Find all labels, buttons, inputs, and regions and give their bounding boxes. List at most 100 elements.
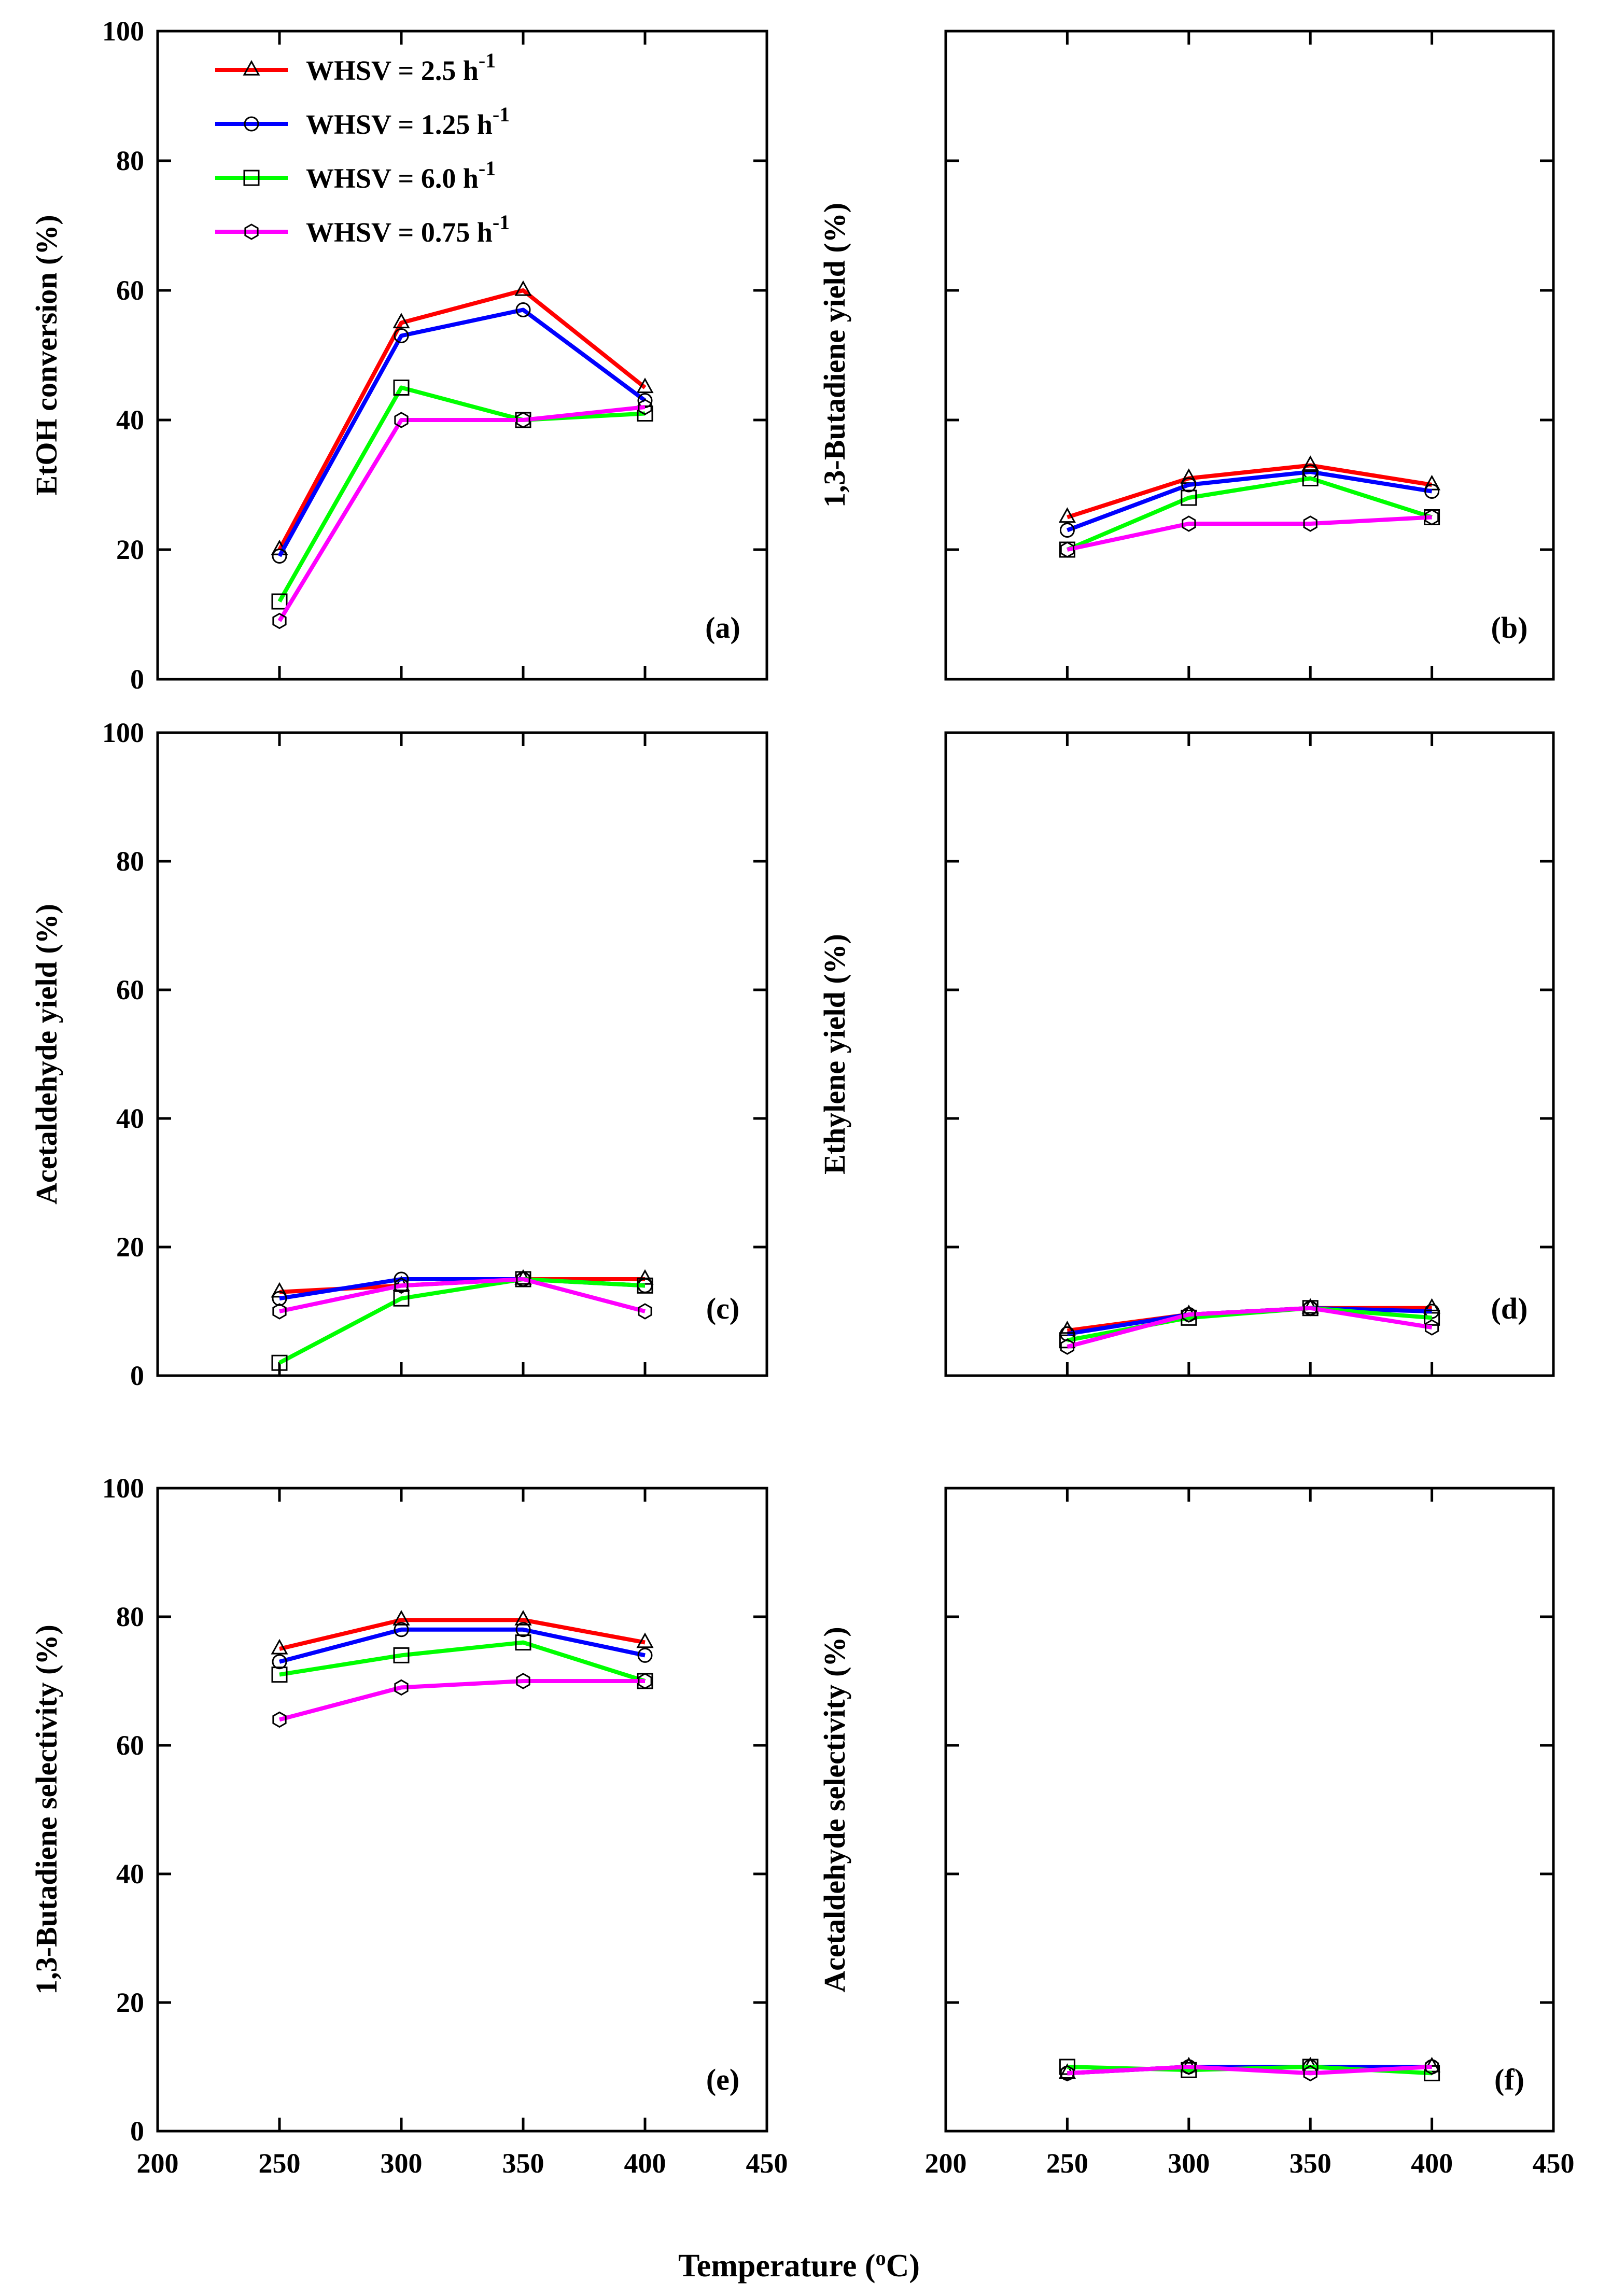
xtick-label-e-400: 400 [624,2148,666,2179]
legend-label-sup-3: -1 [493,211,510,234]
data-point-a-0-2 [514,280,532,296]
data-point-b-1-3 [1424,484,1440,499]
data-point-b-3-3 [1424,509,1439,526]
panel-d: Ethylene yield (%) (d) [818,731,1555,1377]
xtick-label-f-200: 200 [925,2148,967,2179]
data-point-a-1-1 [394,328,409,343]
series-line-b-2 [1066,476,1433,552]
plot-frame-e [156,1487,768,2133]
plot-frame-f [944,1487,1555,2133]
data-point-c-2-3 [637,1277,653,1294]
series-line-a-0 [277,288,647,551]
ytick-label-e-40: 40 [116,1858,144,1889]
ylabel-b: 1,3-Butadiene yield (%) [818,203,851,508]
ytick-label-c-100: 100 [102,717,144,748]
series-line-e-0 [279,1618,646,1651]
legend-marker-1 [244,116,259,132]
ylabel-e: 1,3-Butadiene selectivity (%) [30,1625,63,1995]
data-point-b-3-0 [1060,541,1075,558]
legend-label-sup-2: -1 [479,157,496,180]
plot-frame-d [944,731,1555,1377]
ytick-label-e-0: 0 [130,2116,144,2147]
xtick-label-f-250: 250 [1046,2148,1088,2179]
series-line-a-2 [277,385,646,603]
data-point-a-1-2 [515,302,531,317]
legend-label-text-1: WHSV = 1.25 h [306,109,493,140]
ytick-label-e-80: 80 [116,1601,144,1632]
data-point-a-2-2 [515,412,531,428]
legend-label-text-0: WHSV = 2.5 h [306,55,479,86]
figure-xlabel: Temperature (oC) [678,2246,920,2284]
data-point-b-1-1 [1181,477,1197,493]
legend-label-3: WHSV = 0.75 h-1 [306,211,510,248]
series-line-e-1 [278,1627,646,1664]
series-line-b-3 [1067,515,1432,552]
xtick-label-f-300: 300 [1168,2148,1210,2179]
figure-xlabel-main: Temperature ( [678,2248,876,2284]
ytick-label-a-80: 80 [116,145,144,176]
legend-label-sup-1: -1 [493,103,510,126]
data-point-a-3-3 [638,399,652,415]
data-point-b-2-1 [1181,489,1197,506]
panel-b: 1,3-Butadiene yield (%) (b) [818,30,1555,681]
data-point-e-2-3 [637,1673,653,1689]
panel-tag-f: (f) [1494,2063,1524,2096]
data-point-e-2-0 [271,1667,288,1683]
ytick-label-a-0: 0 [130,664,144,695]
data-point-d-3-2 [1303,1300,1317,1317]
series-line-c-2 [278,1277,646,1365]
ytick-label-c-0: 0 [130,1360,144,1391]
data-point-e-3-2 [516,1673,530,1689]
data-point-d-2-3 [1424,1309,1440,1326]
data-point-e-2-2 [515,1634,531,1651]
xtick-label-e-300: 300 [381,2148,423,2179]
ytick-label-a-20: 20 [116,534,144,565]
panel-a: 0 20 40 60 80 100 EtOH conversion (%) (a) [30,16,768,695]
series-line-f-3 [1067,2065,1432,2076]
data-point-c-3-2 [516,1271,530,1287]
data-point-c-3-1 [394,1277,409,1294]
ytick-label-e-60: 60 [116,1730,144,1761]
ytick-label-e-20: 20 [116,1987,144,2018]
ytick-label-a-40: 40 [116,404,144,436]
data-point-c-2-0 [271,1354,288,1371]
data-point-a-0-3 [636,377,654,394]
plot-frame-c [156,731,768,1377]
data-point-e-3-0 [272,1711,287,1728]
xtick-label-f-450: 450 [1533,2148,1575,2179]
ytick-label-c-20: 20 [116,1231,144,1263]
figure-xlabel-tail: C) [886,2248,920,2284]
data-point-e-0-1 [393,1610,410,1626]
ytick-label-c-60: 60 [116,974,144,1005]
data-point-e-1-0 [272,1654,287,1670]
ylabel-c: Acetaldehyde yield (%) [30,904,63,1205]
data-point-d-3-0 [1060,1338,1075,1355]
data-point-b-2-0 [1059,541,1075,558]
series-line-a-3 [277,405,646,622]
data-point-d-3-3 [1424,1319,1439,1336]
ytick-label-a-60: 60 [116,275,144,306]
data-point-b-2-2 [1302,470,1319,486]
ytick-label-e-100: 100 [102,1473,144,1504]
data-point-a-1-0 [272,549,287,564]
panel-tag-c: (c) [706,1292,739,1325]
data-point-f-3-3 [1424,2059,1439,2075]
series-line-e-3 [278,1679,645,1722]
data-point-f-3-1 [1182,2059,1196,2075]
data-point-e-0-3 [636,1632,654,1648]
ylabel-a: EtOH conversion (%) [30,215,63,495]
data-point-b-1-0 [1059,523,1075,538]
data-point-a-0-1 [393,313,410,329]
xtick-label-e-250: 250 [259,2148,301,2179]
legend-marker-3 [244,223,259,240]
legend-label-text-3: WHSV = 0.75 h [306,217,493,248]
legend-label-0: WHSV = 2.5 h-1 [306,49,496,86]
data-point-d-2-0 [1059,1332,1075,1349]
ylabel-f: Acetaldehyde selectivity (%) [818,1627,851,1992]
data-point-b-3-1 [1182,515,1196,532]
legend-label-text-2: WHSV = 6.0 h [306,163,479,194]
legend-marker-2 [243,170,260,186]
